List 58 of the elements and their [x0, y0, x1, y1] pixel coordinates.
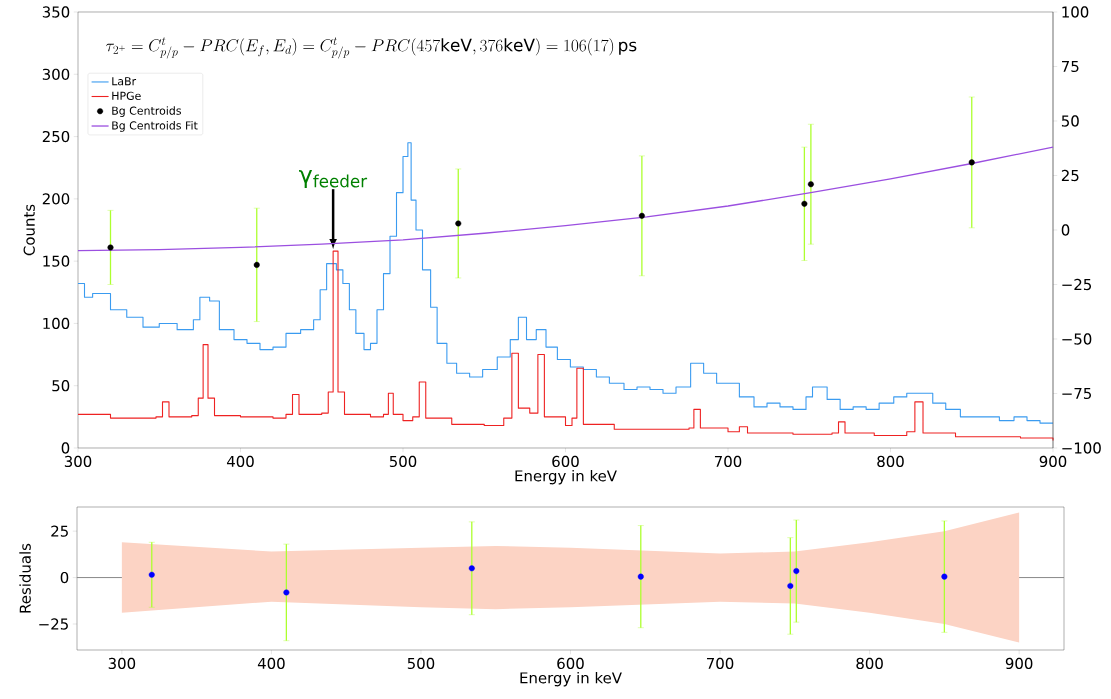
annotation: γ$_{feeder}$	[299, 169, 368, 188]
x-tick-label: 900	[1039, 455, 1067, 468]
legend-label: Bg Centroids	[112, 106, 181, 117]
y2-tick-label: −75	[1062, 387, 1092, 400]
x-tick-label: 700	[707, 657, 734, 670]
y-tick-label: 350	[42, 6, 70, 18]
y2-tick-label: 50	[1061, 115, 1079, 127]
y2-tick-label: −50	[1062, 333, 1092, 345]
point	[637, 573, 644, 580]
x-tick-label: 300	[108, 657, 136, 670]
point	[638, 212, 645, 219]
y-tick-label: 300	[42, 68, 70, 80]
legend-label: Bg Centroids Fit	[112, 121, 198, 132]
x-tick-label: 400	[226, 455, 254, 468]
y-tick-label: −25	[39, 618, 68, 630]
y-axis-title: Counts	[23, 204, 35, 256]
point	[968, 159, 975, 166]
point	[253, 261, 260, 268]
point	[807, 181, 814, 188]
y-tick-label: 0	[60, 571, 69, 584]
y-tick-label: 25	[51, 525, 68, 537]
x-tick-label: 400	[257, 657, 285, 670]
y2-tick-label: 0	[1061, 224, 1070, 236]
point	[468, 565, 475, 572]
x-tick-label: 800	[877, 455, 904, 468]
y-tick-label: 150	[43, 255, 70, 267]
y-tick-label: 250	[42, 130, 70, 143]
x-tick-label: 800	[856, 657, 883, 670]
legend-label: LaBr	[112, 77, 137, 86]
point	[148, 571, 155, 578]
legend-label: HPGe	[112, 91, 141, 100]
y-axis-title: Residuals	[19, 543, 31, 613]
x-tick-label: 600	[557, 657, 584, 670]
x-axis-title: Energy in keV	[515, 469, 617, 485]
line-series	[77, 146, 1054, 252]
point	[455, 220, 462, 227]
x-tick-label: 900	[1005, 657, 1033, 670]
annotation: $\tau_{2^+}=C^t_{p/p}-PRC(E_f,E_d)=C^t_{p/p}-PRC(457\mathrm{keV},376\mathrm{keV})=106(17)\,\mathrm{ps}$	[105, 37, 637, 59]
y2-tick-label: 25	[1061, 169, 1079, 182]
point	[941, 573, 948, 580]
point	[793, 568, 800, 575]
y-tick-label: 200	[42, 193, 70, 205]
x-axis-title: Energy in keV	[520, 671, 622, 687]
point	[283, 589, 290, 596]
y2-tick-label: 75	[1062, 60, 1079, 73]
point	[787, 582, 794, 589]
y-tick-label: 0	[61, 442, 70, 454]
y-tick-label: 50	[52, 380, 70, 392]
y2-tick-label: −25	[1062, 278, 1092, 291]
x-tick-label: 500	[407, 657, 435, 670]
x-tick-label: 500	[389, 455, 417, 468]
y2-tick-label: 100	[1062, 6, 1089, 18]
point	[107, 244, 114, 251]
y2-tick-label: −100	[1062, 442, 1101, 454]
y-tick-label: 100	[43, 317, 70, 330]
x-tick-label: 600	[552, 455, 579, 468]
x-tick-label: 700	[714, 455, 742, 468]
point	[801, 200, 808, 207]
